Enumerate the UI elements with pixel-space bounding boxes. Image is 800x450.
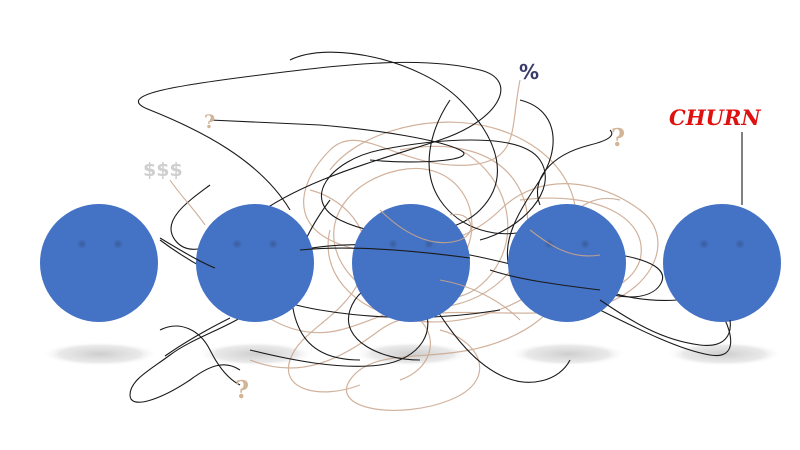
question-mark-top: ? [204, 111, 215, 133]
person-face-icon [196, 204, 314, 322]
tan-scribble-front [169, 179, 601, 321]
churn-label: CHURN [669, 105, 761, 130]
person-face-icon [40, 204, 158, 322]
shadow-1 [42, 342, 158, 366]
dollars-label: $$$ [143, 159, 183, 181]
dark-scribble [129, 51, 743, 403]
shadow-4 [510, 342, 626, 366]
floor-shadows [42, 342, 782, 366]
shadow-2 [198, 342, 314, 366]
question-mark-bottom: ? [235, 375, 249, 404]
person-face-icon [352, 204, 470, 322]
percent-label: % [519, 60, 539, 84]
question-mark-right: ? [611, 123, 625, 152]
shadow-3 [354, 342, 470, 366]
dark-scribble-front [159, 237, 731, 357]
person-face-icon [508, 204, 626, 322]
person-face-icon [663, 204, 781, 322]
